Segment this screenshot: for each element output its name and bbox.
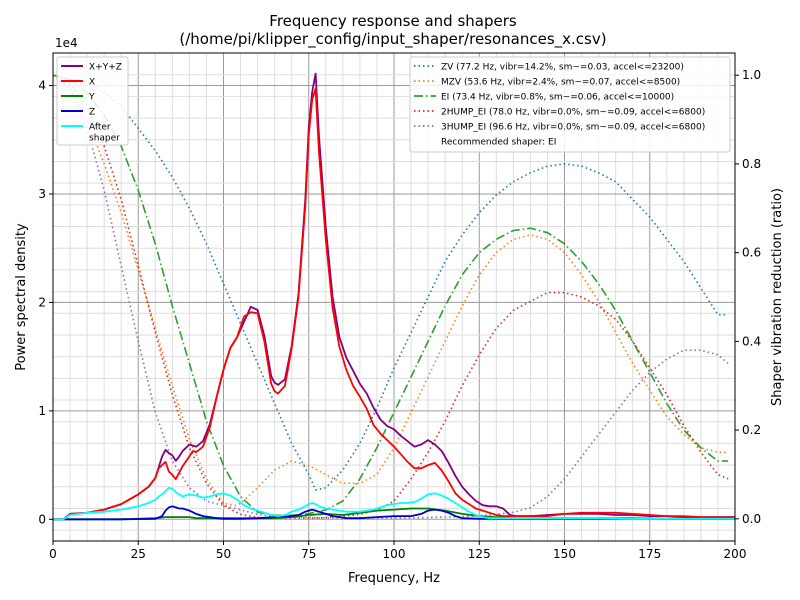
- shaper-line-0: [52, 74, 729, 491]
- psd-legend-label: shaper: [89, 134, 120, 144]
- psd-legend-label: Y: [88, 93, 95, 103]
- shaper-line-3: [52, 74, 729, 519]
- y-tick-label: 1: [38, 404, 46, 418]
- shaper-legend-label: ZV (77.2 Hz, vibr=14.2%, sm~=0.03, accel…: [441, 63, 684, 73]
- y2-tick-label: 0.6: [742, 246, 761, 260]
- shaper-legend-label: EI (73.4 Hz, vibr=0.8%, sm~=0.06, accel<…: [441, 93, 674, 103]
- y2-tick-label: 1.0: [742, 68, 761, 82]
- shaper-curves: [52, 74, 729, 519]
- y2-tick-label: 0.8: [742, 157, 761, 171]
- chart-subtitle: (/home/pi/klipper_config/input_shaper/re…: [179, 30, 606, 49]
- psd-curves: [53, 72, 735, 521]
- y-axis-right: 0.0 0.2 0.4 0.6 0.8 1.0: [735, 68, 761, 526]
- x-tick-label: 0: [49, 547, 57, 561]
- chart-title: Frequency response and shapers: [269, 12, 517, 30]
- psd-legend-label: After: [89, 123, 111, 133]
- y-tick-label: 0: [38, 512, 46, 526]
- x-tick-label: 50: [216, 547, 231, 561]
- shaper-legend-label: 3HUMP_EI (96.6 Hz, vibr=0.0%, sm~=0.09, …: [441, 123, 705, 133]
- psd-line-4: [53, 487, 735, 521]
- y2-tick-label: 0.2: [742, 423, 761, 437]
- shaper-legend-frame: [409, 56, 731, 153]
- y-tick-label: 4: [38, 79, 46, 93]
- shaper-line-2: [52, 74, 729, 517]
- y-offset-label: 1e4: [55, 36, 78, 50]
- x-tick-label: 75: [301, 547, 316, 561]
- y-axis-label: Power spectral density: [14, 223, 29, 371]
- x-axis: 0 25 50 75 100 125 150 175 200: [49, 541, 746, 561]
- y2-tick-label: 0.4: [742, 334, 761, 348]
- x-tick-label: 125: [468, 547, 491, 561]
- psd-line-3: [53, 505, 735, 521]
- y2-axis-label: Shaper vibration reduction (ratio): [770, 188, 785, 406]
- x-tick-label: 100: [383, 547, 406, 561]
- x-tick-label: 25: [131, 547, 146, 561]
- recommended-shaper-label: Recommended shaper: EI: [441, 138, 556, 148]
- x-tick-label: 175: [638, 547, 661, 561]
- shaper-legend-label: 2HUMP_EI (78.0 Hz, vibr=0.0%, sm~=0.09, …: [441, 108, 705, 118]
- y-axis-left: 0 1 2 3 4: [38, 79, 53, 526]
- x-tick-label: 200: [724, 547, 747, 561]
- y-tick-label: 3: [38, 187, 46, 201]
- psd-line-1: [53, 87, 735, 521]
- shaper-legend-label: MZV (53.6 Hz, vibr=2.4%, sm~=0.07, accel…: [441, 78, 680, 88]
- y2-tick-label: 0.0: [742, 512, 761, 526]
- psd-legend-frame: [56, 56, 129, 146]
- psd-legend-label: X: [89, 78, 95, 88]
- psd-legend-label: X+Y+Z: [89, 63, 122, 73]
- shaper-legend: ZV (77.2 Hz, vibr=14.2%, sm~=0.03, accel…: [409, 56, 731, 153]
- y-tick-label: 2: [38, 295, 46, 309]
- x-axis-label: Frequency, Hz: [348, 571, 440, 586]
- psd-legend-label: Z: [89, 108, 95, 118]
- x-tick-label: 150: [553, 547, 576, 561]
